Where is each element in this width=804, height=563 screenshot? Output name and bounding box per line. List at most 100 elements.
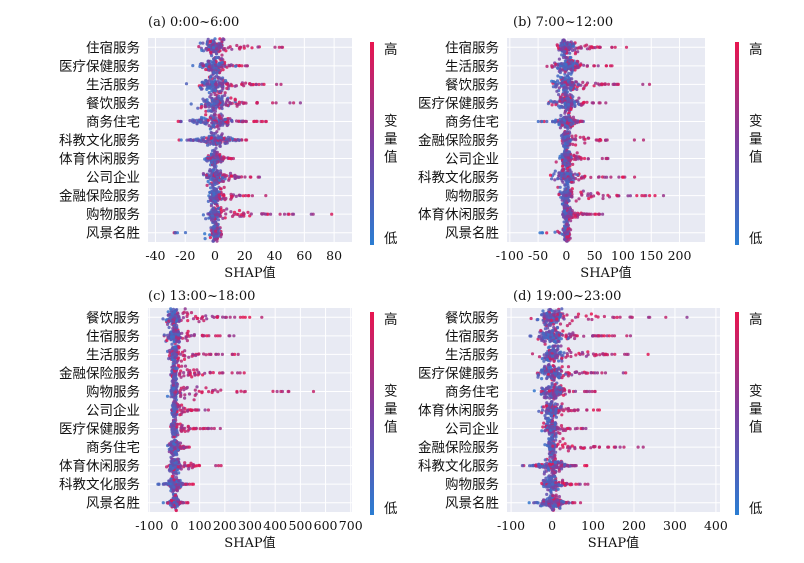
shap-point <box>173 372 177 376</box>
shap-point <box>156 482 160 486</box>
shap-point <box>227 177 231 181</box>
shap-point <box>210 64 214 69</box>
x-tick-label: -100 <box>496 248 524 263</box>
shap-point <box>209 114 213 118</box>
shap-point <box>566 45 571 50</box>
shap-point <box>209 39 213 43</box>
shap-point <box>648 194 652 198</box>
shap-point <box>578 135 582 139</box>
shap-point <box>248 82 252 86</box>
shap-point <box>223 91 227 95</box>
shap-point <box>568 207 573 211</box>
shap-point <box>562 121 566 125</box>
shap-point <box>212 224 216 228</box>
shap-point <box>215 194 219 198</box>
shap-point <box>219 65 223 69</box>
shap-point <box>196 106 200 110</box>
shap-point <box>212 124 216 129</box>
shap-point <box>557 231 561 235</box>
shap-point <box>173 345 177 349</box>
shap-point <box>243 175 247 179</box>
shap-point <box>598 45 602 49</box>
shap-point <box>203 232 207 236</box>
shap-point <box>561 196 565 200</box>
shap-point <box>269 212 273 216</box>
shap-point <box>566 169 570 173</box>
shap-point <box>169 315 173 319</box>
shap-point <box>182 446 186 450</box>
colorbar-title-char: 变 <box>749 114 763 130</box>
shap-point <box>610 64 614 68</box>
shap-point <box>216 155 220 159</box>
shap-point <box>176 119 180 123</box>
shap-point <box>246 210 250 214</box>
shap-point <box>628 194 633 198</box>
shap-point <box>581 87 586 91</box>
shap-point <box>210 390 214 395</box>
feature-label: 餐饮服务 <box>86 310 140 326</box>
shap-point <box>196 316 200 320</box>
shap-point <box>615 194 619 198</box>
shap-point <box>624 45 629 49</box>
shap-point <box>208 75 212 79</box>
feature-label: 风景名胜 <box>86 496 140 512</box>
shap-point <box>177 405 182 409</box>
shap-point <box>168 464 172 468</box>
shap-point <box>183 464 187 468</box>
shap-point <box>191 482 195 486</box>
shap-point <box>205 87 209 91</box>
shap-point <box>205 317 209 321</box>
shap-point <box>196 373 200 377</box>
shap-point <box>271 389 275 393</box>
feature-label: 住宿服务 <box>86 39 140 56</box>
shap-point <box>215 204 219 208</box>
shap-point <box>562 49 566 53</box>
feature-label: 体育休闲服务 <box>59 459 140 475</box>
shap-point <box>215 47 219 51</box>
shap-point <box>311 389 316 394</box>
feature-swarm <box>197 37 285 58</box>
shap-point <box>209 80 214 84</box>
shap-point <box>176 448 180 452</box>
shap-point <box>202 426 206 431</box>
shap-point <box>278 212 282 216</box>
shap-point <box>563 59 568 63</box>
shap-point <box>200 80 204 84</box>
shap-point <box>575 151 579 155</box>
shap-point <box>211 206 215 210</box>
shap-point <box>558 106 562 110</box>
shap-point <box>248 315 252 319</box>
colorbar-high-label: 高 <box>384 41 398 58</box>
shap-point <box>244 194 248 198</box>
shap-point <box>197 139 201 143</box>
shap-point <box>554 160 558 164</box>
shap-point <box>205 39 210 44</box>
shap-point <box>161 317 165 321</box>
shap-point <box>597 192 601 196</box>
shap-point <box>279 82 283 86</box>
shap-point <box>243 389 247 394</box>
shap-point <box>202 116 206 120</box>
shap-point <box>168 348 172 353</box>
feature-swarm <box>172 222 223 243</box>
shap-point <box>228 171 233 175</box>
x-tick-label: 50 <box>587 248 603 263</box>
shap-point <box>579 176 584 180</box>
colorbar <box>735 42 739 245</box>
shap-point <box>240 138 244 142</box>
shap-point <box>229 174 233 178</box>
shap-point <box>219 210 224 214</box>
shap-point <box>184 336 188 340</box>
shap-point <box>215 125 219 129</box>
shap-point <box>211 371 215 375</box>
shap-point <box>566 107 570 111</box>
shap-point <box>220 57 224 61</box>
shap-point <box>217 76 222 80</box>
x-tick-label: -40 <box>145 248 165 263</box>
shap-point <box>275 389 279 394</box>
shap-point <box>569 122 573 126</box>
shap-point <box>202 49 206 53</box>
feature-label: 金融保险服务 <box>59 366 140 382</box>
shap-point <box>210 121 214 125</box>
shap-point <box>554 118 558 122</box>
